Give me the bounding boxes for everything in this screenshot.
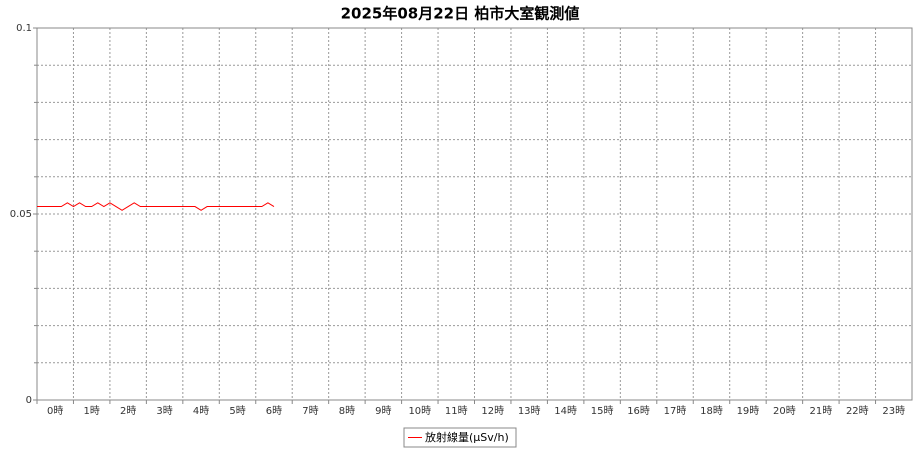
series-line [37,202,275,211]
x-tick-label: 12時 [481,405,504,417]
x-tick-label: 21時 [809,405,832,417]
y-tick-label: 0.1 [16,23,32,34]
x-tick-label: 9時 [375,405,391,417]
x-tick-label: 23時 [882,405,905,417]
x-tick-label: 19時 [737,405,760,417]
x-tick-label: 15時 [591,405,614,417]
x-tick-label: 18時 [700,405,723,417]
x-tick-label: 7時 [302,405,318,417]
legend-box [403,427,517,448]
y-tick-label: 0.05 [10,209,32,220]
plot-border [36,27,913,401]
x-tick-label: 20時 [773,405,796,417]
x-tick-label: 1時 [84,405,100,417]
x-tick-label: 8時 [339,405,355,417]
x-tick-label: 22時 [846,405,869,417]
x-tick-label: 4時 [193,405,209,417]
x-tick-label: 13時 [518,405,541,417]
x-tick-label: 16時 [627,405,650,417]
x-tick-label: 17時 [664,405,687,417]
y-tick-label: 0 [26,395,32,406]
x-tick-label: 10時 [408,405,431,417]
x-tick-label: 11時 [445,405,468,417]
chart-title: 2025年08月22日 柏市大室観測値 [341,5,580,23]
x-tick-label: 2時 [120,405,136,417]
x-tick-label: 14時 [554,405,577,417]
x-tick-label: 3時 [156,405,172,417]
x-tick-label: 0時 [47,405,63,417]
x-tick-label: 5時 [229,405,245,417]
legend-label: 放射線量(μSv/h) [425,430,509,444]
x-tick-label: 6時 [266,405,282,417]
